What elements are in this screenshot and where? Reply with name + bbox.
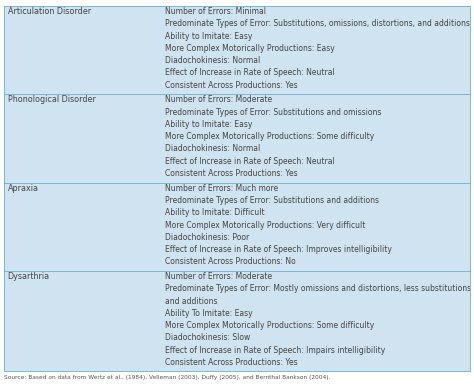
Text: Number of Errors: Much more: Number of Errors: Much more bbox=[165, 184, 278, 193]
Bar bbox=[160, 6, 470, 94]
Text: Consistent Across Productions: No: Consistent Across Productions: No bbox=[165, 258, 296, 266]
Text: More Complex Motorically Productions: Some difficulty: More Complex Motorically Productions: So… bbox=[165, 132, 374, 141]
Bar bbox=[160, 94, 470, 182]
Bar bbox=[160, 271, 470, 371]
Text: Number of Errors: Moderate: Number of Errors: Moderate bbox=[165, 272, 272, 281]
Text: Ability to Imitate: Easy: Ability to Imitate: Easy bbox=[165, 120, 252, 129]
Text: Diadochokinesis: Slow: Diadochokinesis: Slow bbox=[165, 333, 250, 342]
Text: Consistent Across Productions: Yes: Consistent Across Productions: Yes bbox=[165, 169, 298, 178]
Text: Diadochokinesis: Normal: Diadochokinesis: Normal bbox=[165, 144, 260, 154]
Bar bbox=[4, 182, 160, 271]
Text: Effect of Increase in Rate of Speech: Neutral: Effect of Increase in Rate of Speech: Ne… bbox=[165, 68, 335, 77]
Bar bbox=[160, 182, 470, 271]
Text: Ability to Imitate: Easy: Ability to Imitate: Easy bbox=[165, 32, 252, 40]
Text: Effect of Increase in Rate of Speech: Neutral: Effect of Increase in Rate of Speech: Ne… bbox=[165, 157, 335, 166]
Text: Apraxia: Apraxia bbox=[8, 184, 38, 193]
Text: Ability to Imitate: Difficult: Ability to Imitate: Difficult bbox=[165, 208, 264, 217]
Text: Diadochokinesis: Poor: Diadochokinesis: Poor bbox=[165, 233, 249, 242]
Text: Consistent Across Productions: Yes: Consistent Across Productions: Yes bbox=[165, 358, 298, 367]
Bar bbox=[4, 271, 160, 371]
Text: Predominate Types of Error: Substitutions and additions: Predominate Types of Error: Substitution… bbox=[165, 196, 379, 205]
Bar bbox=[4, 6, 160, 94]
Text: More Complex Motorically Productions: Very difficult: More Complex Motorically Productions: Ve… bbox=[165, 221, 365, 230]
Text: Predominate Types of Error: Substitutions and omissions: Predominate Types of Error: Substitution… bbox=[165, 107, 381, 117]
Text: Diadochokinesis: Normal: Diadochokinesis: Normal bbox=[165, 56, 260, 65]
Text: Predominate Types of Error: Mostly omissions and distortions, less substitutions: Predominate Types of Error: Mostly omiss… bbox=[165, 284, 471, 293]
Text: Ability To Imitate: Easy: Ability To Imitate: Easy bbox=[165, 309, 253, 318]
Text: Consistent Across Productions: Yes: Consistent Across Productions: Yes bbox=[165, 81, 298, 90]
Text: Number of Errors: Moderate: Number of Errors: Moderate bbox=[165, 95, 272, 104]
Text: Effect of Increase in Rate of Speech: Impairs intelligibility: Effect of Increase in Rate of Speech: Im… bbox=[165, 346, 385, 355]
Text: More Complex Motorically Productions: Easy: More Complex Motorically Productions: Ea… bbox=[165, 44, 335, 53]
Text: Effect of Increase in Rate of Speech: Improves intelligibility: Effect of Increase in Rate of Speech: Im… bbox=[165, 245, 392, 254]
Text: Dysarthria: Dysarthria bbox=[8, 272, 50, 281]
Text: More Complex Motorically Productions: Some difficulty: More Complex Motorically Productions: So… bbox=[165, 321, 374, 330]
Text: Phonological Disorder: Phonological Disorder bbox=[8, 95, 95, 104]
Text: Predominate Types of Error: Substitutions, omissions, distortions, and additions: Predominate Types of Error: Substitution… bbox=[165, 19, 470, 28]
Text: and additions: and additions bbox=[165, 296, 218, 305]
Text: Number of Errors: Minimal: Number of Errors: Minimal bbox=[165, 7, 266, 16]
Bar bbox=[4, 94, 160, 182]
Text: Articulation Disorder: Articulation Disorder bbox=[8, 7, 91, 16]
Text: Source: Based on data from Wertz et al., (1984), Velleman (2003), Duffy (2005), : Source: Based on data from Wertz et al.,… bbox=[4, 375, 330, 380]
